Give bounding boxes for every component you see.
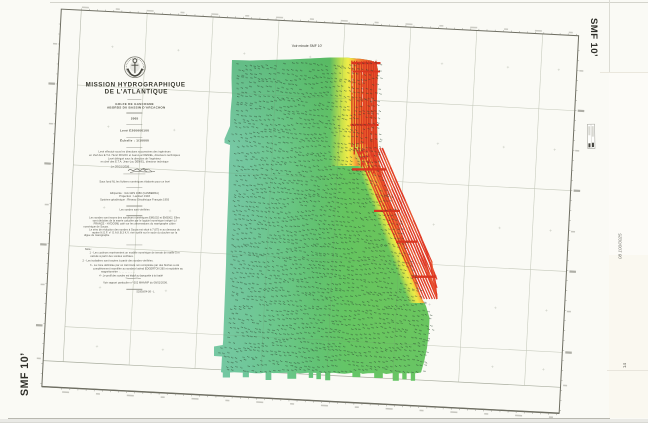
svg-text:Voir minute SMF 10’: Voir minute SMF 10’ bbox=[292, 44, 323, 48]
svg-text:14: 14 bbox=[622, 362, 627, 368]
svg-text:08 100/0025: 08 100/0025 bbox=[618, 233, 623, 259]
